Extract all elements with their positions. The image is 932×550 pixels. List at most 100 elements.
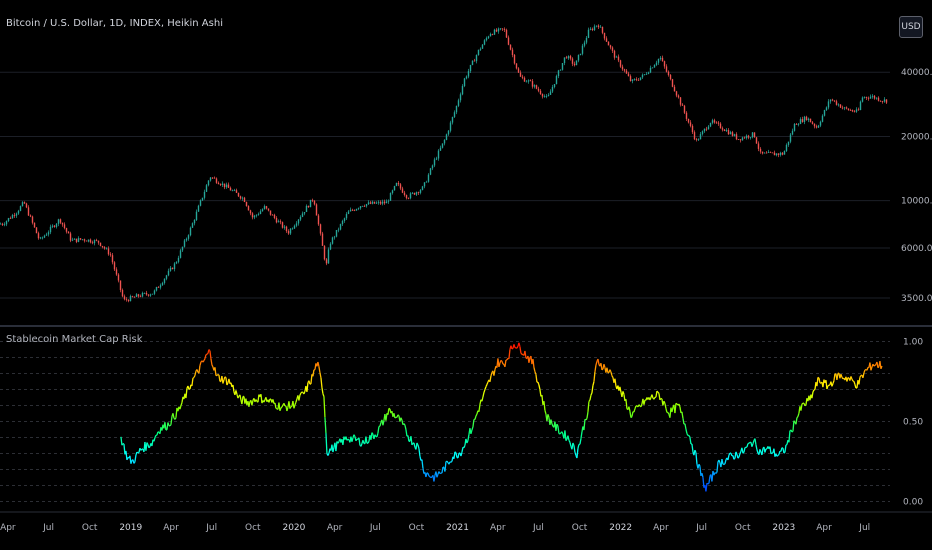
risk-line-segment (197, 369, 198, 372)
price-candle (648, 72, 649, 73)
risk-line-segment (652, 395, 653, 398)
risk-line-segment (380, 423, 381, 427)
price-candle (654, 65, 655, 68)
price-candle (362, 206, 363, 207)
risk-line-segment (854, 381, 855, 384)
risk-line-segment (566, 439, 567, 441)
price-candle (126, 299, 127, 300)
risk-line-segment (626, 399, 627, 409)
price-candle (678, 96, 679, 98)
risk-line-segment (455, 452, 456, 453)
risk-line-segment (414, 443, 415, 447)
price-candle (64, 224, 65, 228)
price-candle (456, 106, 457, 112)
price-candle (882, 101, 883, 102)
price-candle (348, 211, 349, 214)
price-candle (108, 249, 109, 255)
risk-line-segment (812, 392, 813, 398)
risk-line-segment (852, 379, 853, 381)
risk-line-segment (574, 446, 575, 453)
price-candle (602, 27, 603, 33)
risk-line-segment (256, 399, 257, 401)
price-candle (552, 87, 553, 92)
price-candle (378, 202, 379, 203)
price-candle (828, 101, 829, 107)
indicator-title[interactable]: Stablecoin Market Cap Risk (6, 334, 143, 345)
price-candle (778, 154, 779, 155)
risk-line-segment (171, 417, 172, 425)
risk-line-segment (728, 455, 729, 460)
price-candle (718, 123, 719, 124)
price-candle (614, 51, 615, 58)
price-candle (326, 259, 327, 263)
price-candle (390, 193, 391, 201)
risk-line-segment (739, 454, 740, 457)
symbol-title[interactable]: Bitcoin / U.S. Dollar, 1D, INDEX, Heikin… (6, 18, 223, 29)
price-candle (344, 218, 345, 221)
currency-button[interactable]: USD (899, 16, 923, 38)
price-candle (70, 233, 71, 240)
price-candle (388, 201, 389, 202)
price-candle (600, 27, 601, 28)
risk-line-segment (590, 395, 591, 400)
price-candle (476, 55, 477, 61)
price-candle (780, 153, 781, 155)
price-candle (748, 136, 749, 138)
price-candle (82, 239, 83, 240)
price-candle (576, 60, 577, 65)
risk-line-segment (525, 351, 526, 358)
price-candle (4, 224, 5, 225)
price-candle (408, 198, 409, 199)
risk-line-segment (864, 370, 865, 373)
risk-line-segment (514, 344, 515, 347)
price-candle (144, 293, 145, 294)
risk-line-segment (837, 373, 838, 380)
risk-line-segment (675, 403, 676, 413)
risk-line-segment (855, 385, 856, 388)
risk-line-segment (290, 407, 291, 409)
risk-line-segment (408, 435, 409, 441)
price-candle (354, 210, 355, 211)
price-candle (708, 127, 709, 130)
risk-line-segment (738, 457, 739, 458)
risk-line-segment (494, 370, 495, 376)
price-candle (218, 183, 219, 184)
risk-line-segment (874, 365, 875, 366)
time-axis[interactable]: Apr Jul Oct 2019 Apr Jul Oct 2020 Apr Jul Oct 2021 A… (0, 523, 870, 533)
risk-line-segment (517, 346, 518, 348)
price-candle (302, 214, 303, 217)
risk-line-segment (192, 378, 193, 386)
price-candle (42, 238, 43, 239)
price-candle (188, 235, 189, 239)
price-candle (366, 204, 367, 206)
risk-line-segment (725, 460, 726, 464)
price-candle (50, 227, 51, 232)
time-tick-label: Jul (205, 523, 217, 533)
price-candle (112, 255, 113, 262)
risk-line-segment (692, 444, 693, 452)
risk-line-segment (682, 412, 683, 418)
price-candle (666, 66, 667, 71)
price-candle (94, 240, 95, 243)
price-candle (110, 254, 111, 255)
price-candle (284, 227, 285, 228)
price-candle (88, 240, 89, 242)
price-candle (56, 224, 57, 227)
price-candle (610, 45, 611, 47)
price-candle (584, 43, 585, 46)
price-candle (544, 96, 545, 97)
risk-line-segment (560, 433, 561, 434)
price-candle (304, 212, 305, 213)
price-candle (410, 193, 411, 198)
price-candle (430, 168, 431, 174)
price-candle (54, 226, 55, 227)
price-candle (768, 152, 769, 153)
price-candle (504, 29, 505, 30)
risk-line-segment (534, 367, 535, 371)
price-candle (48, 232, 49, 234)
time-tick-label: 2019 (119, 523, 142, 533)
price-candle (34, 223, 35, 228)
risk-line-segment (233, 385, 234, 392)
price-candle (298, 220, 299, 224)
